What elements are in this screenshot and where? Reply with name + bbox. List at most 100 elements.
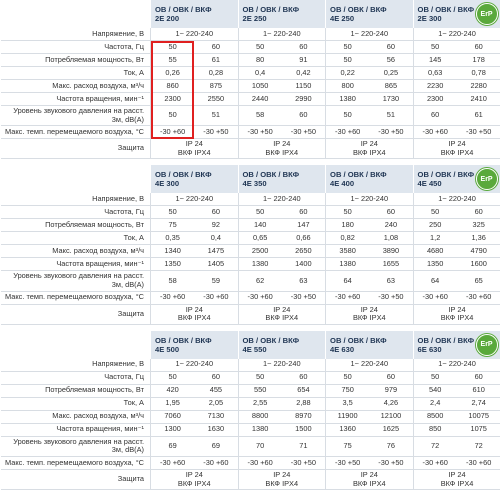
spec-cell: 800 bbox=[325, 79, 370, 93]
spec-cell: 0,35 bbox=[150, 231, 195, 246]
spec-cell: IP 24 ВКФ IPX4 bbox=[150, 469, 239, 491]
spec-cell: 71 bbox=[281, 436, 326, 457]
spec-cell: 240 bbox=[369, 218, 414, 233]
row-label: Напряжение, В bbox=[0, 28, 151, 41]
row-label: Частота вращения, мин⁻¹ bbox=[0, 257, 151, 272]
spec-cell: 50 bbox=[150, 371, 195, 385]
spec-cell: 60 bbox=[412, 105, 457, 127]
spec-cell: 1600 bbox=[456, 257, 500, 272]
spec-cell: 1350 bbox=[412, 257, 457, 272]
spec-cell: 11900 bbox=[325, 410, 370, 424]
spec-cell: 1380 bbox=[237, 423, 282, 437]
spec-cell: 2,74 bbox=[456, 397, 500, 411]
spec-cell: 1360 bbox=[325, 423, 370, 437]
spec-row: Защита IP 24 ВКФ IPX4 IP 24 ВКФ IPX4 IP 24 ВКФ… bbox=[0, 138, 500, 160]
spec-cell: -30 +60 bbox=[150, 456, 195, 470]
spec-cell: 63 bbox=[369, 270, 414, 292]
spec-cell: 10075 bbox=[456, 410, 500, 424]
model-name: 4Е 630 bbox=[330, 344, 355, 354]
spec-cell: 1150 bbox=[281, 79, 326, 93]
spec-cell: 1,08 bbox=[369, 231, 414, 246]
cell-line: ВКФ IPX4 bbox=[177, 313, 211, 323]
spec-cell: -30 +50 bbox=[237, 125, 282, 140]
spec-cell: IP 24 ВКФ IPX4 bbox=[412, 304, 500, 325]
spec-cell: 550 bbox=[237, 384, 282, 398]
spec-cell: 140 bbox=[237, 218, 282, 233]
spec-row: Макс. темп. перемещаемого воздуха, °С -30… bbox=[0, 125, 500, 140]
spec-cell: -30 +50 bbox=[325, 456, 370, 470]
spec-cell: 51 bbox=[194, 105, 239, 127]
spec-cell: 60 bbox=[194, 40, 239, 54]
spec-cell: 2230 bbox=[412, 79, 457, 93]
row-label: Напряжение, В bbox=[0, 193, 151, 207]
spec-cell: 2410 bbox=[456, 92, 500, 106]
spec-cell: 0,25 bbox=[369, 66, 414, 80]
spec-cell: 60 bbox=[456, 371, 500, 385]
spec-cell: 2,88 bbox=[281, 397, 326, 411]
spec-row: Напряжение, В 1~ 220-240 1~ 220-240 1~ 220-… bbox=[0, 358, 500, 372]
spec-cell: 1~ 220-240 bbox=[412, 193, 500, 207]
spec-cell: -30 +60 bbox=[194, 456, 239, 470]
model-name: 2Е 300 bbox=[417, 14, 442, 23]
spec-row: Частота, Гц 50 60 50 60 50 60 50 60 bbox=[0, 371, 500, 385]
spec-row: Потребляемая мощность, Вт 55 61 80 91 50 56 145… bbox=[0, 53, 500, 67]
row-label: Потребляемая мощность, Вт bbox=[0, 384, 151, 398]
spec-cell: 455 bbox=[194, 384, 239, 398]
spec-cell: 75 bbox=[325, 436, 370, 457]
cell-line: ВКФ IPX4 bbox=[265, 313, 299, 323]
model-series: ОВ / ОВК / ВКФ bbox=[242, 335, 300, 345]
spec-cell: 59 bbox=[194, 270, 239, 292]
spec-cell: 610 bbox=[456, 384, 500, 398]
spec-cell: 50 bbox=[325, 205, 370, 220]
spec-cell: 1380 bbox=[325, 257, 370, 272]
spec-cell: 60 bbox=[281, 205, 326, 220]
spec-cell: 2,4 bbox=[412, 397, 457, 411]
spec-row: Уровень звукового давления на расст. 3м,… bbox=[0, 436, 500, 457]
cell-line: ВКФ IPX4 bbox=[352, 478, 386, 488]
row-label: Защита bbox=[0, 469, 151, 491]
row-label: Частота, Гц bbox=[0, 205, 151, 220]
model-series: ОВ / ОВК / ВКФ bbox=[155, 170, 212, 180]
corner bbox=[0, 0, 151, 28]
cell-line: IP 24 bbox=[185, 304, 203, 314]
spec-cell: 0,78 bbox=[456, 66, 500, 80]
spec-row: Макс. расход воздуха, м³/ч 860 875 1050 1150… bbox=[0, 79, 500, 93]
spec-table: ОВ / ОВК / ВКФ 4Е 500 ОВ / ОВК / ВКФ 4Е 550… bbox=[0, 330, 500, 491]
spec-cell: -30 +50 bbox=[369, 456, 414, 470]
spec-cell: 0,66 bbox=[281, 231, 326, 246]
model-name: 2Е 250 bbox=[242, 14, 267, 23]
model-header: ОВ / ОВК / ВКФ 2Е 300 ErP bbox=[412, 0, 500, 28]
spec-cell: -30 +60 bbox=[237, 291, 282, 305]
cell-line: ВКФ IPX4 bbox=[177, 147, 211, 157]
spec-cell: 60 bbox=[281, 105, 326, 127]
spec-cell: 0,4 bbox=[237, 66, 282, 80]
row-label: Частота вращения, мин⁻¹ bbox=[0, 92, 151, 106]
spec-cell: -30 +60 bbox=[150, 291, 195, 305]
spec-cell: -30 +60 bbox=[456, 291, 500, 305]
spec-row: Уровень звукового давления на расст. 3м,… bbox=[0, 270, 500, 292]
spec-cell: 325 bbox=[456, 218, 500, 233]
corner bbox=[0, 165, 151, 194]
model-header: ОВ / ОВК / ВКФ 4Е 250 bbox=[325, 0, 414, 28]
cell-line: IP 24 bbox=[360, 469, 378, 479]
spec-cell: 178 bbox=[456, 53, 500, 67]
model-name: 4Е 300 bbox=[155, 179, 180, 189]
spec-cell: 69 bbox=[194, 436, 239, 457]
spec-cell: 50 bbox=[325, 371, 370, 385]
spec-row: Защита IP 24 ВКФ IPX4 IP 24 ВКФ IPX4 IP 24 ВКФ… bbox=[0, 304, 500, 325]
spec-cell: 1380 bbox=[325, 92, 370, 106]
header-row: ОВ / ОВК / ВКФ 2Е 200 ОВ / ОВК / ВКФ 2Е 250… bbox=[0, 0, 500, 28]
spec-cell: 92 bbox=[194, 218, 239, 233]
spec-cell: 1475 bbox=[194, 244, 239, 259]
spec-cell: 875 bbox=[194, 79, 239, 93]
model-header: ОВ / ОВК / ВКФ 2Е 250 bbox=[237, 0, 326, 28]
spec-cell: 60 bbox=[281, 371, 326, 385]
spec-cell: 540 bbox=[412, 384, 457, 398]
spec-row: Потребляемая мощность, Вт 75 92 140 147 180 24… bbox=[0, 218, 500, 233]
spec-cell: 72 bbox=[456, 436, 500, 457]
spec-cell: -30 +50 bbox=[369, 291, 414, 305]
cell-line: IP 24 bbox=[185, 139, 203, 149]
spec-cell: 60 bbox=[369, 40, 414, 54]
spec-cell: 4790 bbox=[456, 244, 500, 259]
